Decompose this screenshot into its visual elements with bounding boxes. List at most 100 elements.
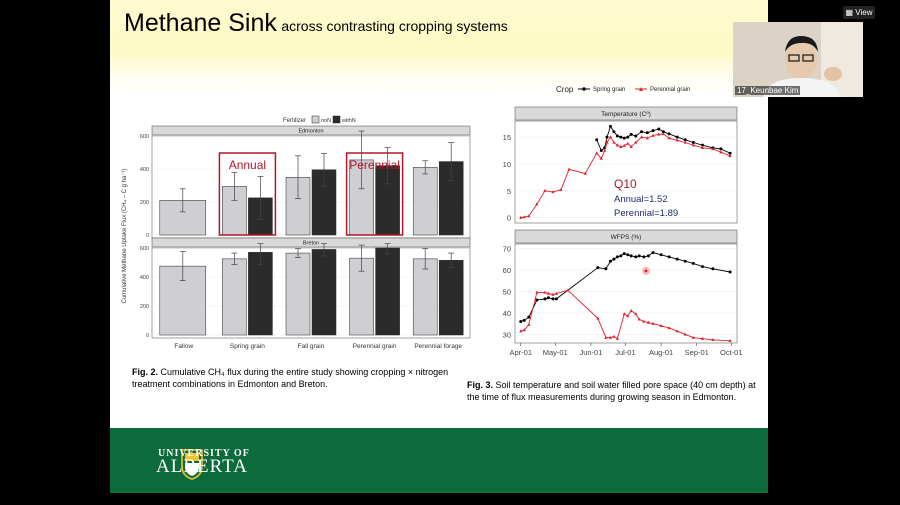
bar-withN	[375, 247, 400, 336]
data-point-spring-grain	[615, 134, 619, 138]
bar-withN	[248, 252, 273, 336]
data-point-spring-grain	[637, 254, 641, 258]
view-grid-icon: ▦	[845, 8, 854, 17]
webcam-video-tile[interactable]	[733, 22, 863, 97]
data-point-perennial-grain	[615, 143, 619, 147]
data-point-perennial-grain	[604, 335, 608, 339]
x-tick-label: Aug-01	[649, 348, 673, 357]
data-point-spring-grain	[546, 296, 550, 300]
annotation-label: Annual	[229, 158, 266, 172]
data-point-spring-grain	[675, 135, 679, 139]
presenter-silhouette	[733, 22, 863, 97]
data-point-perennial-grain	[615, 336, 619, 340]
bar-withN	[311, 249, 337, 336]
data-point-spring-grain	[691, 261, 695, 265]
data-point-perennial-grain	[728, 339, 732, 343]
annotation-box	[345, 152, 404, 236]
legend-swatch-withN	[332, 115, 341, 124]
legend-title: Fertilizer	[283, 118, 306, 124]
bar-noN	[412, 258, 438, 336]
data-point-perennial-grain	[651, 321, 655, 325]
legend-label-withN: withN	[341, 118, 356, 124]
data-point-spring-grain	[629, 132, 633, 136]
data-point-spring-grain	[519, 319, 523, 323]
slide-title: Methane Sink across contrasting cropping…	[124, 9, 508, 38]
panel-strip-label: Breton	[303, 241, 319, 247]
fig2-caption-lead: Fig. 2.	[132, 367, 159, 377]
x-category-label: Spring grain	[230, 343, 265, 350]
data-point-spring-grain	[640, 130, 644, 134]
university-crest-icon	[181, 449, 203, 480]
data-point-perennial-grain	[622, 143, 626, 147]
data-point-spring-grain	[634, 255, 638, 259]
data-point-spring-grain	[629, 254, 633, 258]
bar-noN	[285, 252, 311, 336]
data-point-perennial-grain	[608, 335, 613, 339]
y-axis-label: Cumulative Methane Uptake Flux (CH₄ – C …	[122, 168, 128, 303]
x-category-label: Fallow	[174, 343, 193, 350]
data-point-perennial-grain	[551, 190, 555, 194]
y-tick-label: 0	[146, 233, 149, 239]
y-tick-label: 0	[146, 333, 149, 339]
data-point-spring-grain	[642, 255, 646, 259]
panel-strip-label: WFPS (%)	[611, 234, 642, 241]
data-point-perennial-grain	[612, 334, 616, 338]
view-button[interactable]: ▦ View	[843, 6, 875, 19]
data-point-spring-grain	[659, 253, 663, 257]
legend-marker-perennial	[639, 87, 643, 91]
data-point-spring-grain	[554, 297, 558, 301]
data-point-perennial-grain	[642, 319, 646, 323]
data-point-perennial-grain	[645, 136, 649, 140]
data-point-spring-grain	[543, 297, 547, 301]
fig2-caption-body: Cumulative CH₄ flux during the entire st…	[132, 367, 449, 389]
panel-strip	[151, 237, 471, 248]
data-point-spring-grain	[657, 127, 661, 131]
data-point-perennial-grain	[683, 140, 687, 144]
data-point-spring-grain	[551, 297, 555, 301]
q10-annual: Annual=1.52	[614, 194, 668, 205]
data-point-spring-grain	[605, 135, 609, 139]
data-point-spring-grain	[595, 138, 599, 142]
q10-perennial: Perennial=1.89	[614, 208, 678, 219]
fig3-line-chart: Crop Spring grain Perennial grain Temperatu…	[503, 85, 743, 357]
legend-marker-spring	[582, 87, 586, 91]
data-point-perennial-grain	[566, 288, 570, 292]
y-tick-label: 50	[503, 287, 511, 296]
data-point-perennial-grain	[683, 332, 687, 336]
data-point-spring-grain	[675, 257, 679, 261]
data-point-spring-grain	[711, 267, 715, 271]
data-point-spring-grain	[622, 252, 626, 256]
annotation-box	[218, 152, 277, 236]
data-point-perennial-grain	[675, 329, 679, 333]
panel-strip	[151, 125, 471, 136]
y-tick-label: 200	[140, 304, 149, 310]
data-point-perennial-grain	[551, 292, 555, 296]
legend-label-perennial: Perennial grain	[650, 87, 690, 93]
panel-strip-label: Edmonton	[298, 129, 323, 135]
y-tick-label: 600	[140, 246, 149, 252]
data-point-perennial-grain	[675, 138, 679, 142]
data-point-spring-grain	[535, 298, 539, 302]
x-tick-label: Sep-01	[685, 348, 709, 357]
data-point-perennial-grain	[527, 214, 531, 218]
data-point-perennial-grain	[661, 132, 665, 136]
data-point-perennial-grain	[567, 167, 571, 171]
data-point-spring-grain	[719, 147, 723, 151]
panel-frame	[514, 243, 738, 344]
slide-title-sub: across contrasting cropping systems	[281, 18, 508, 34]
data-point-perennial-grain	[659, 323, 663, 327]
data-point-perennial-grain	[667, 326, 671, 330]
x-tick-label: Jun-01	[579, 348, 602, 357]
y-tick-label: 0	[507, 214, 511, 223]
data-point-spring-grain	[683, 138, 687, 142]
data-point-perennial-grain	[546, 291, 550, 295]
data-point-perennial-grain	[711, 147, 715, 151]
data-point-spring-grain	[691, 140, 695, 144]
data-point-perennial-grain	[612, 140, 616, 144]
series-line-perennial-grain	[520, 133, 731, 219]
data-point-spring-grain	[622, 136, 626, 140]
y-tick-label: 400	[140, 167, 149, 173]
data-point-perennial-grain	[603, 148, 607, 152]
data-point-spring-grain	[599, 149, 603, 153]
y-tick-label: 70	[503, 244, 511, 253]
